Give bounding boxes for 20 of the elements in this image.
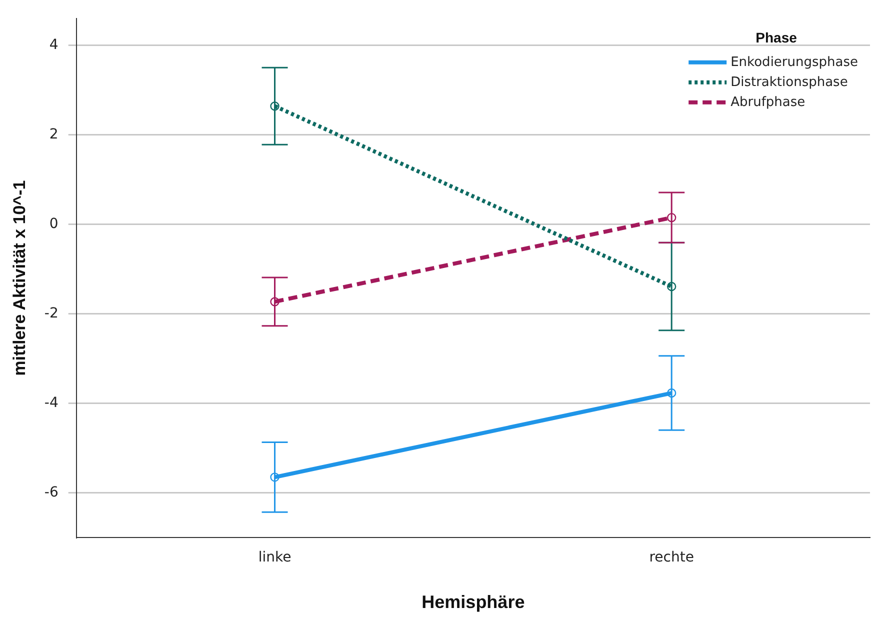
legend-label: Enkodierungsphase [730,54,858,70]
point [270,472,280,482]
x-axis-title: Hemisphäre [422,592,525,612]
x-tick-label: rechte [649,550,694,566]
legend-label: Abrufphase [730,94,806,110]
point [666,212,676,222]
y-tick-label: -2 [44,305,58,322]
y-tick-label: -4 [44,394,58,411]
y-tick-label: 2 [49,126,58,142]
legend-label: Distraktionsphase [730,74,848,90]
y-tick-label: -6 [44,484,58,500]
y-tick-label: 4 [49,36,58,53]
y-axis-title: mittlere Aktivität x 10^-1 [10,180,29,376]
point [270,102,280,111]
x-tick-label: linke [258,550,292,566]
y-tick-label: 0 [49,216,58,232]
legend-title: Phase [756,29,798,46]
point [666,282,676,292]
point [666,388,676,398]
point [270,297,280,306]
